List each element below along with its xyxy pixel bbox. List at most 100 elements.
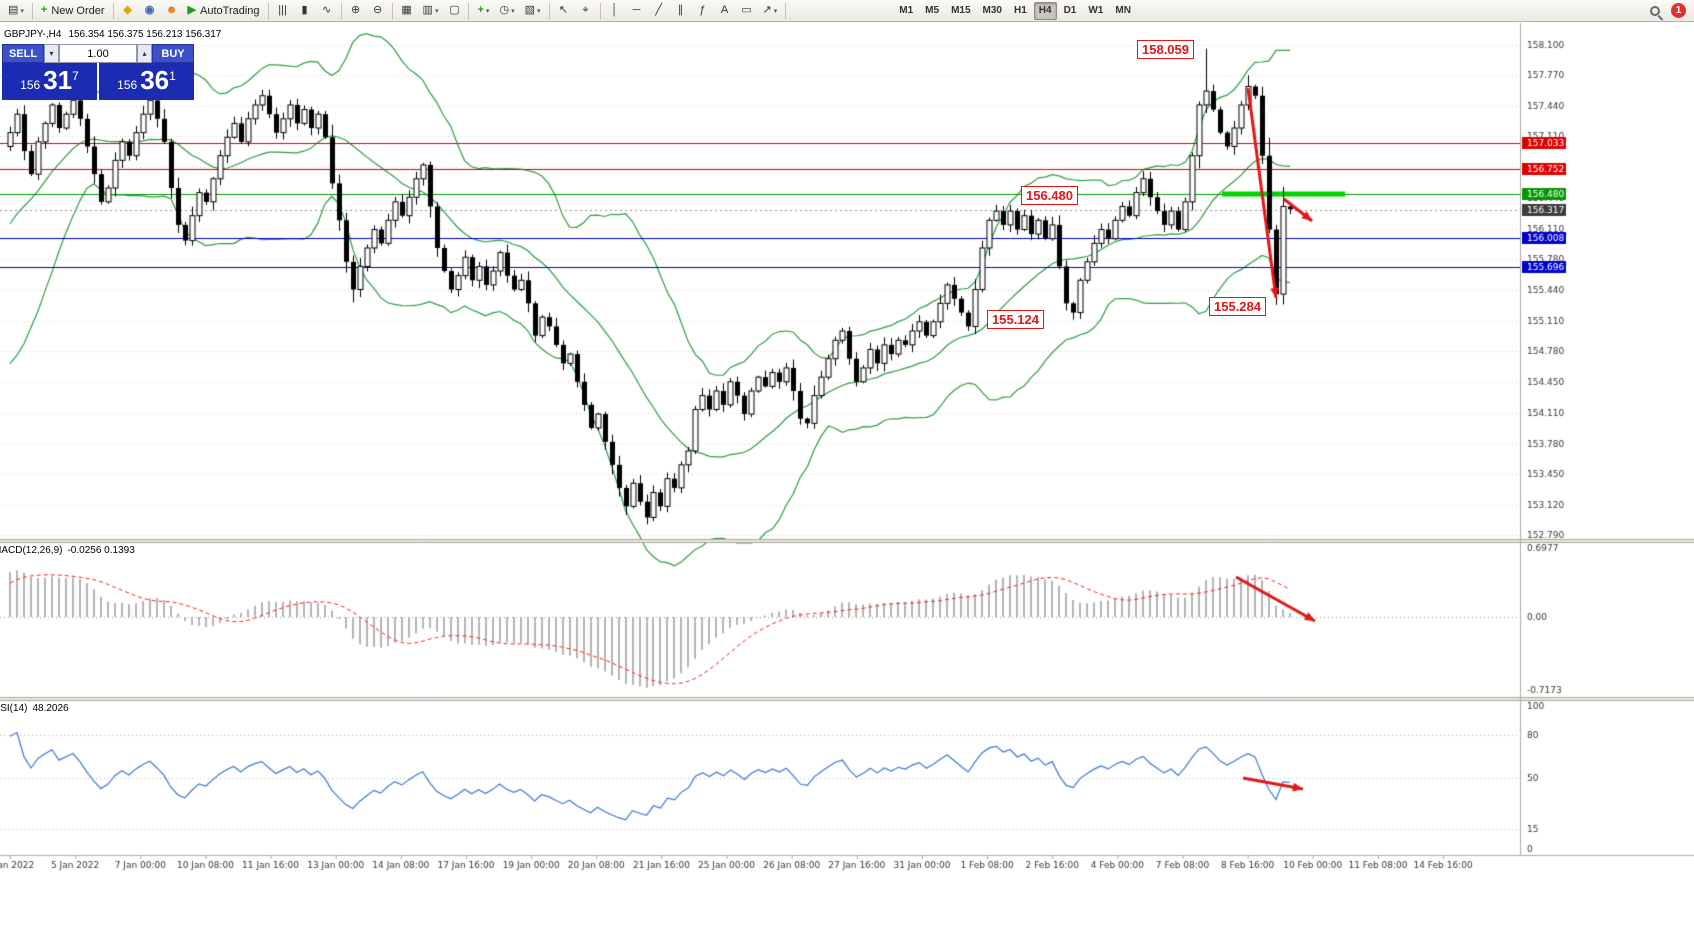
notification-badge[interactable]: 1 [1671, 3, 1686, 18]
toolbar-separator [468, 2, 470, 19]
toolbar-separator [548, 2, 550, 19]
tf-m30-label: M30 [982, 5, 1002, 16]
tf-h1-label: H1 [1013, 5, 1027, 16]
tf-m30-button[interactable]: M30 [978, 2, 1007, 20]
bar-chart-icon: ||| [278, 4, 287, 16]
chart-annotation[interactable]: 156.480 [1021, 186, 1078, 205]
chart-symbol-info: GBPJPY-,H4 156.354 156.375 156.213 156.31… [4, 29, 221, 40]
tf-m15-button[interactable]: M15 [946, 2, 975, 20]
tf-d1-label: D1 [1063, 5, 1077, 16]
caret-down-icon: ▾ [537, 7, 541, 15]
symbol-timeframe-label: GBPJPY-,H4 [4, 29, 62, 40]
sell-button[interactable]: SELL [2, 44, 44, 63]
chart-annotation[interactable]: 155.124 [987, 310, 1044, 329]
auto-arrange-button[interactable]: ▥ ▾ [419, 2, 443, 20]
autotrading-button[interactable]: ▶ AutoTrading [184, 2, 264, 20]
ask-prefix: 156 [117, 78, 138, 92]
tf-mn-button[interactable]: MN [1110, 2, 1136, 20]
chart-window-menu-button[interactable]: ▤ ▾ [4, 2, 28, 20]
search-icon [1650, 5, 1660, 16]
horizontal-line-button[interactable]: ─ [627, 2, 647, 20]
macd-values: -0.0256 0.1393 [67, 545, 135, 556]
zoom-out-icon: ⊖ [372, 4, 383, 16]
tf-d1-button[interactable]: D1 [1059, 2, 1082, 20]
tf-w1-button[interactable]: W1 [1083, 2, 1108, 20]
tf-m1-button[interactable]: M1 [894, 2, 918, 20]
new-order-button[interactable]: + New Order [37, 2, 109, 20]
candlestick-chart-button[interactable]: ▮ [295, 2, 315, 20]
buy-button[interactable]: BUY [152, 44, 194, 63]
tf-mn-label: MN [1115, 5, 1131, 16]
bar-chart-button[interactable]: ||| [273, 2, 293, 20]
community-button[interactable]: ◉ [140, 2, 160, 20]
cascade-windows-button[interactable]: ▢ [444, 2, 464, 20]
templates-button[interactable]: ▧ ▾ [521, 2, 545, 20]
macd-indicator-label: MACD(12,26,9) -0.0256 0.1393 [0, 545, 135, 556]
zoom-in-icon: ⊕ [350, 4, 361, 16]
autotrading-label: AutoTrading [200, 4, 260, 17]
ask-point: 1 [169, 69, 176, 83]
tf-m5-label: M5 [925, 5, 940, 16]
bid-prefix: 156 [20, 78, 41, 92]
channel-button[interactable]: ∥ [671, 2, 691, 20]
toolbar-separator [31, 2, 33, 19]
trade-panel-prices: 156 317 156 361 [2, 63, 194, 100]
ask-price-display[interactable]: 156 361 [99, 63, 194, 100]
text-icon: A [720, 4, 729, 16]
chart-annotation[interactable]: 158.059 [1137, 40, 1194, 59]
crosshair-icon: ⌖ [582, 4, 589, 16]
crosshair-button[interactable]: ⌖ [576, 2, 596, 20]
trendline-button[interactable]: ╱ [649, 2, 669, 20]
line-chart-button[interactable]: ∿ [317, 2, 337, 20]
tile-windows-icon: ▦ [401, 4, 412, 16]
label-button[interactable]: ▭ [737, 2, 757, 20]
chart-annotation[interactable]: 155.284 [1209, 297, 1266, 316]
indicators-icon: + [477, 4, 484, 16]
market-button[interactable]: ☻ [162, 2, 182, 20]
metaeditor-button[interactable]: ◆ [118, 2, 138, 20]
metaeditor-icon: ◆ [123, 4, 132, 16]
indicators-button[interactable]: + ▾ [473, 2, 493, 20]
tile-windows-button[interactable]: ▦ [397, 2, 417, 20]
tf-h1-button[interactable]: H1 [1009, 2, 1032, 20]
text-button[interactable]: A [715, 2, 735, 20]
volume-input[interactable] [59, 44, 137, 63]
fibonacci-icon: ƒ [699, 4, 706, 16]
trade-panel-header: SELL ▾ ▴ BUY [2, 44, 194, 63]
templates-icon: ▧ [524, 4, 535, 16]
toolbar-separator [112, 2, 114, 19]
macd-name: MACD(12,26,9) [0, 545, 63, 556]
caret-down-icon: ▾ [20, 7, 24, 15]
zoom-in-button[interactable]: ⊕ [346, 2, 366, 20]
horizontal-line-icon: ─ [632, 4, 641, 16]
tf-m15-label: M15 [951, 5, 971, 16]
zoom-out-button[interactable]: ⊖ [368, 2, 388, 20]
caret-down-icon: ▾ [511, 7, 515, 15]
arrows-icon: ↗ [762, 4, 772, 16]
volume-increase-button[interactable]: ▴ [137, 44, 152, 63]
periods-button[interactable]: ◷ ▾ [495, 2, 518, 20]
caret-down-icon: ▾ [434, 7, 439, 15]
caret-down-icon: ▾ [773, 7, 778, 15]
cursor-icon: ↖ [558, 4, 569, 16]
chart-window-menu-icon: ▤ [8, 4, 19, 16]
fibonacci-button[interactable]: ƒ [693, 2, 713, 20]
tf-w1-label: W1 [1088, 5, 1104, 16]
tf-h4-button[interactable]: H4 [1033, 1, 1057, 20]
volume-decrease-button[interactable]: ▾ [44, 44, 59, 63]
bid-price-display[interactable]: 156 317 [2, 63, 97, 100]
vertical-line-button[interactable]: │ [605, 2, 625, 20]
line-chart-icon: ∿ [321, 4, 332, 16]
bid-pips: 31 [43, 65, 73, 95]
search-button[interactable] [1645, 2, 1665, 20]
tf-m5-button[interactable]: M5 [920, 2, 944, 20]
toolbar-separator [785, 2, 787, 19]
new-order-label: New Order [51, 4, 105, 17]
arrows-button[interactable]: ↗ ▾ [759, 2, 782, 20]
toolbar-separator [599, 2, 601, 19]
caret-down-icon: ▾ [49, 49, 54, 58]
cursor-button[interactable]: ↖ [554, 2, 574, 20]
